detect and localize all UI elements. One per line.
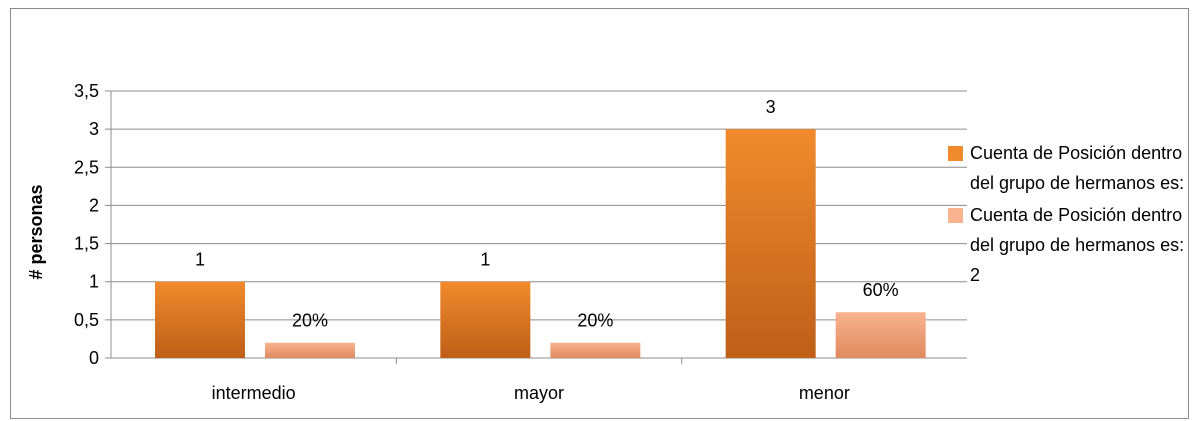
x-tick-label: menor (799, 383, 850, 403)
x-tick-label: mayor (514, 383, 564, 403)
y-tick-label: 0 (89, 348, 99, 368)
y-axis-label: # personas (26, 184, 46, 279)
y-tick-label: 1 (89, 272, 99, 292)
y-tick-label: 3 (89, 119, 99, 139)
bar-series-2-menor (835, 312, 926, 358)
data-label: 1 (195, 250, 205, 270)
bar-series-2-mayor (550, 342, 641, 358)
y-tick-label: 2,5 (74, 157, 99, 177)
legend-item-series-2: Cuenta de Posición dentro del grupo de h… (944, 200, 1189, 290)
legend-label-series-2: Cuenta de Posición dentro del grupo de h… (970, 205, 1185, 285)
y-tick-label: 0,5 (74, 310, 99, 330)
data-labels: 1 20% 1 20% 3 60% (195, 97, 899, 331)
x-tick-labels: intermedio mayor menor (212, 383, 850, 403)
y-tick-label: 3,5 (74, 81, 99, 101)
data-label: 60% (863, 280, 899, 300)
data-label: 20% (577, 311, 613, 331)
bar-series-2-intermedio (265, 342, 355, 358)
gridlines (105, 90, 967, 359)
data-label: 20% (292, 311, 328, 331)
y-tick-label: 1,5 (74, 234, 99, 254)
legend-swatch-series-2 (948, 208, 963, 223)
bars (155, 129, 926, 358)
bar-series-1-intermedio (155, 281, 245, 358)
y-tick-label: 2 (89, 195, 99, 215)
data-label: 1 (480, 250, 490, 270)
y-tick-labels: 0 0,5 1 1,5 2 2,5 3 3,5 (74, 81, 99, 368)
legend-item-series-1: Cuenta de Posición dentro del grupo de h… (944, 138, 1189, 198)
legend-swatch-series-1 (948, 146, 963, 161)
chart-frame (10, 8, 1189, 419)
axes (110, 91, 967, 364)
bar-series-1-mayor (440, 281, 531, 358)
legend-label-series-1: Cuenta de Posición dentro del grupo de h… (970, 143, 1185, 193)
legend: Cuenta de Posición dentro del grupo de h… (944, 138, 1189, 292)
x-tick-label: intermedio (212, 383, 296, 403)
bar-series-1-menor (725, 129, 816, 358)
data-label: 3 (766, 97, 776, 117)
